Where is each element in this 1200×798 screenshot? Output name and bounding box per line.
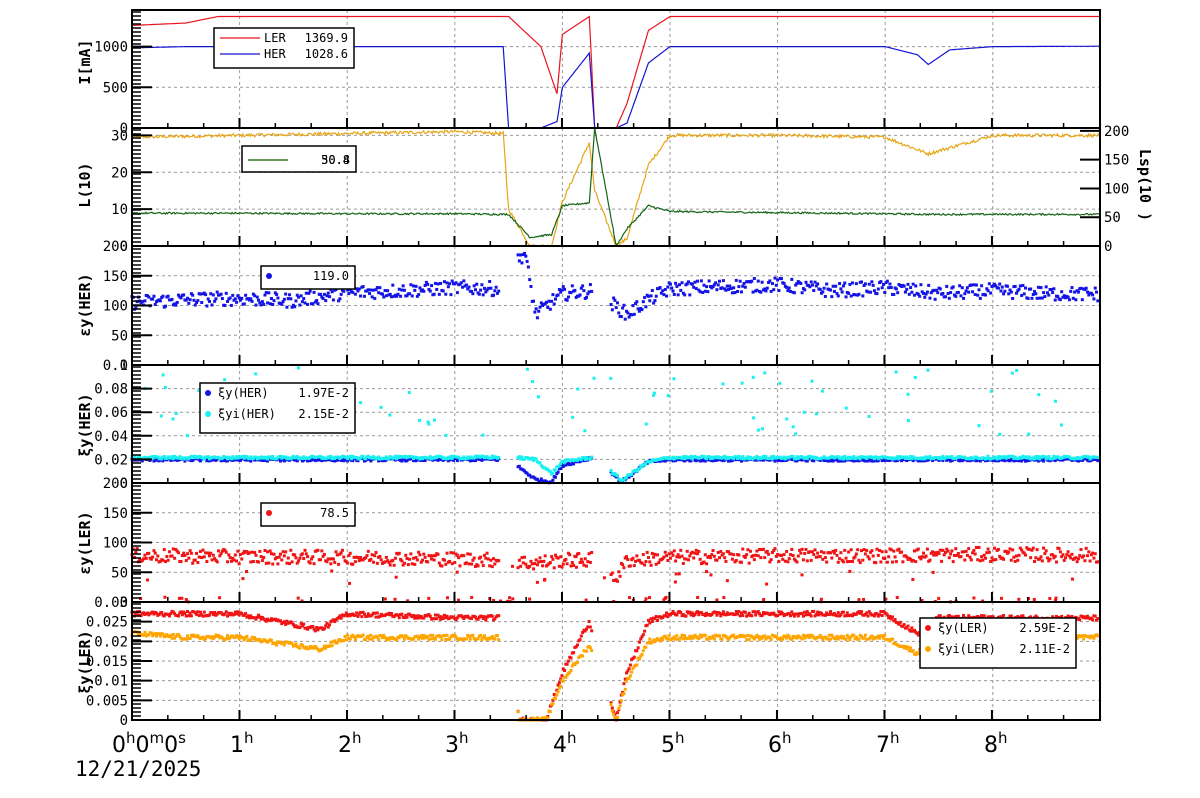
x-tick-label: 2h [338, 729, 362, 758]
y-tick-label: 0 [120, 595, 128, 611]
y-tick-label: 0.04 [94, 429, 128, 445]
date-label: 12/21/2025 [75, 757, 201, 781]
x-tick-label: 8h [984, 729, 1008, 758]
y-tick-label: 150 [103, 269, 128, 285]
legend-value: 78.5 [320, 506, 349, 520]
y-tick-label: 30 [111, 128, 128, 144]
y-tick-label: 0.1 [103, 358, 128, 374]
y-tick-label: 0 [120, 358, 128, 374]
legend-current: LER 1369.9 HER 1028.6 [213, 27, 355, 69]
y-axis-label: εy(LER) [76, 511, 94, 574]
y-tick-label: 0 [120, 476, 128, 492]
panel-xi_ler: 00.0050.010.0150.020.0250.03ξy(LER)ξy(LE… [76, 595, 1101, 729]
y-tick-label: 0.08 [94, 382, 128, 398]
legend-xi_ler: ξy(LER) 2.59E-2 ξyi(LER) 2.11E-2 [919, 617, 1077, 669]
y-right-tick-label: 200 [1104, 124, 1129, 140]
y-tick-label: 0 [120, 121, 128, 137]
panel-luminosity: 0 10 20 30 L(10) 0 50 100 150 200 Lsp(10 ) 30.850.4 [76, 124, 1154, 255]
x-tick-label: 0h0m0s [112, 729, 186, 758]
y-right-tick-label: 100 [1104, 181, 1129, 197]
y-tick-label: 0.01 [94, 674, 128, 690]
x-tick-label: 7h [876, 729, 900, 758]
series-v [130, 251, 1100, 321]
x-tick-label: 5h [661, 729, 685, 758]
y-tick-label: 50 [111, 565, 128, 581]
y-right-tick-label: 0 [1104, 239, 1112, 255]
y-axis-label: ξy(HER) [76, 393, 94, 456]
legend-value: 2.15E-2 [298, 407, 349, 421]
y-tick-label: 10 [111, 202, 128, 218]
legend-xi_her: ξy(HER) 1.97E-2 ξyi(HER) 2.15E-2 [199, 382, 356, 434]
y-axis-label: εy(HER) [76, 273, 94, 336]
y-tick-label: 150 [103, 506, 128, 522]
y-tick-label: 100 [103, 299, 128, 315]
x-tick-label: 6h [768, 729, 792, 758]
legend-value: 2.11E-2 [1019, 642, 1070, 656]
legend-value: 1.97E-2 [298, 386, 349, 400]
y-tick-label: 1000 [94, 40, 128, 56]
legend-value: 119.0 [313, 269, 349, 283]
legend-name: LER [264, 31, 286, 45]
y-tick-label: 0.025 [86, 615, 128, 631]
y-tick-label: 0.02 [94, 452, 128, 468]
legend-name: ξyi(HER) [218, 407, 276, 421]
series-v [130, 545, 1100, 604]
y-tick-label: 0 [120, 239, 128, 255]
legend-name: ξy(LER) [938, 621, 989, 635]
y-tick-label: 0.03 [94, 595, 128, 611]
y-tick-label: 0.02 [94, 634, 128, 650]
y-tick-label: 20 [111, 165, 128, 181]
y-tick-label: 0.015 [86, 654, 128, 670]
panel-emit_her: 0 50 100 150 200 εy(HER) 119.0 [76, 239, 1101, 374]
y-tick-label: 500 [103, 80, 128, 96]
legend-name: ξy(HER) [218, 386, 269, 400]
y-axis-label: ξy(LER) [76, 630, 94, 693]
y-right-tick-label: 50 [1104, 210, 1121, 226]
y-tick-label: 200 [103, 476, 128, 492]
panel-xi_her: 0 0.02 0.04 0.06 0.08 0.1 ξy(HER) ξy(HER) 1.97E-… [76, 358, 1101, 492]
y-tick-label: 50 [111, 328, 128, 344]
y-right-axis-label: Lsp(10 ) [1136, 149, 1154, 221]
x-tick-label: 1h [230, 729, 254, 758]
y-axis-label: I[mA] [76, 39, 94, 84]
legend-name: ξyi(LER) [938, 642, 996, 656]
y-tick-label: 200 [103, 239, 128, 255]
legend-value: 1369.9 [305, 31, 348, 45]
y-axis-label: L(10) [76, 162, 94, 207]
x-axis: 0h0m0s 1h 2h 3h 4h 5h 6h 7h 8h 12/21/2025 [75, 729, 1008, 781]
x-tick-label: 4h [553, 729, 577, 758]
legend-value: 1028.6 [305, 47, 348, 61]
panel-emit_ler: 0 50 100 150 200 εy(LER) 78.5 [76, 476, 1101, 611]
y-right-tick-label: 150 [1104, 153, 1129, 169]
legend-emit_ler: 78.5 [260, 502, 356, 527]
y-tick-label: 0.005 [86, 693, 128, 709]
legend-value: 50.4 [321, 153, 350, 167]
y-tick-label: 100 [103, 536, 128, 552]
legend-emit_her: 119.0 [260, 265, 356, 290]
y-tick-label: 0.06 [94, 405, 128, 421]
legend-value: 2.59E-2 [1019, 621, 1070, 635]
x-tick-label: 3h [445, 729, 469, 758]
y-tick-label: 0 [120, 713, 128, 729]
legend-value: 30.8 [321, 153, 350, 167]
legend-luminosity: 30.850.4 [241, 145, 357, 173]
legend-name: HER [264, 47, 286, 61]
